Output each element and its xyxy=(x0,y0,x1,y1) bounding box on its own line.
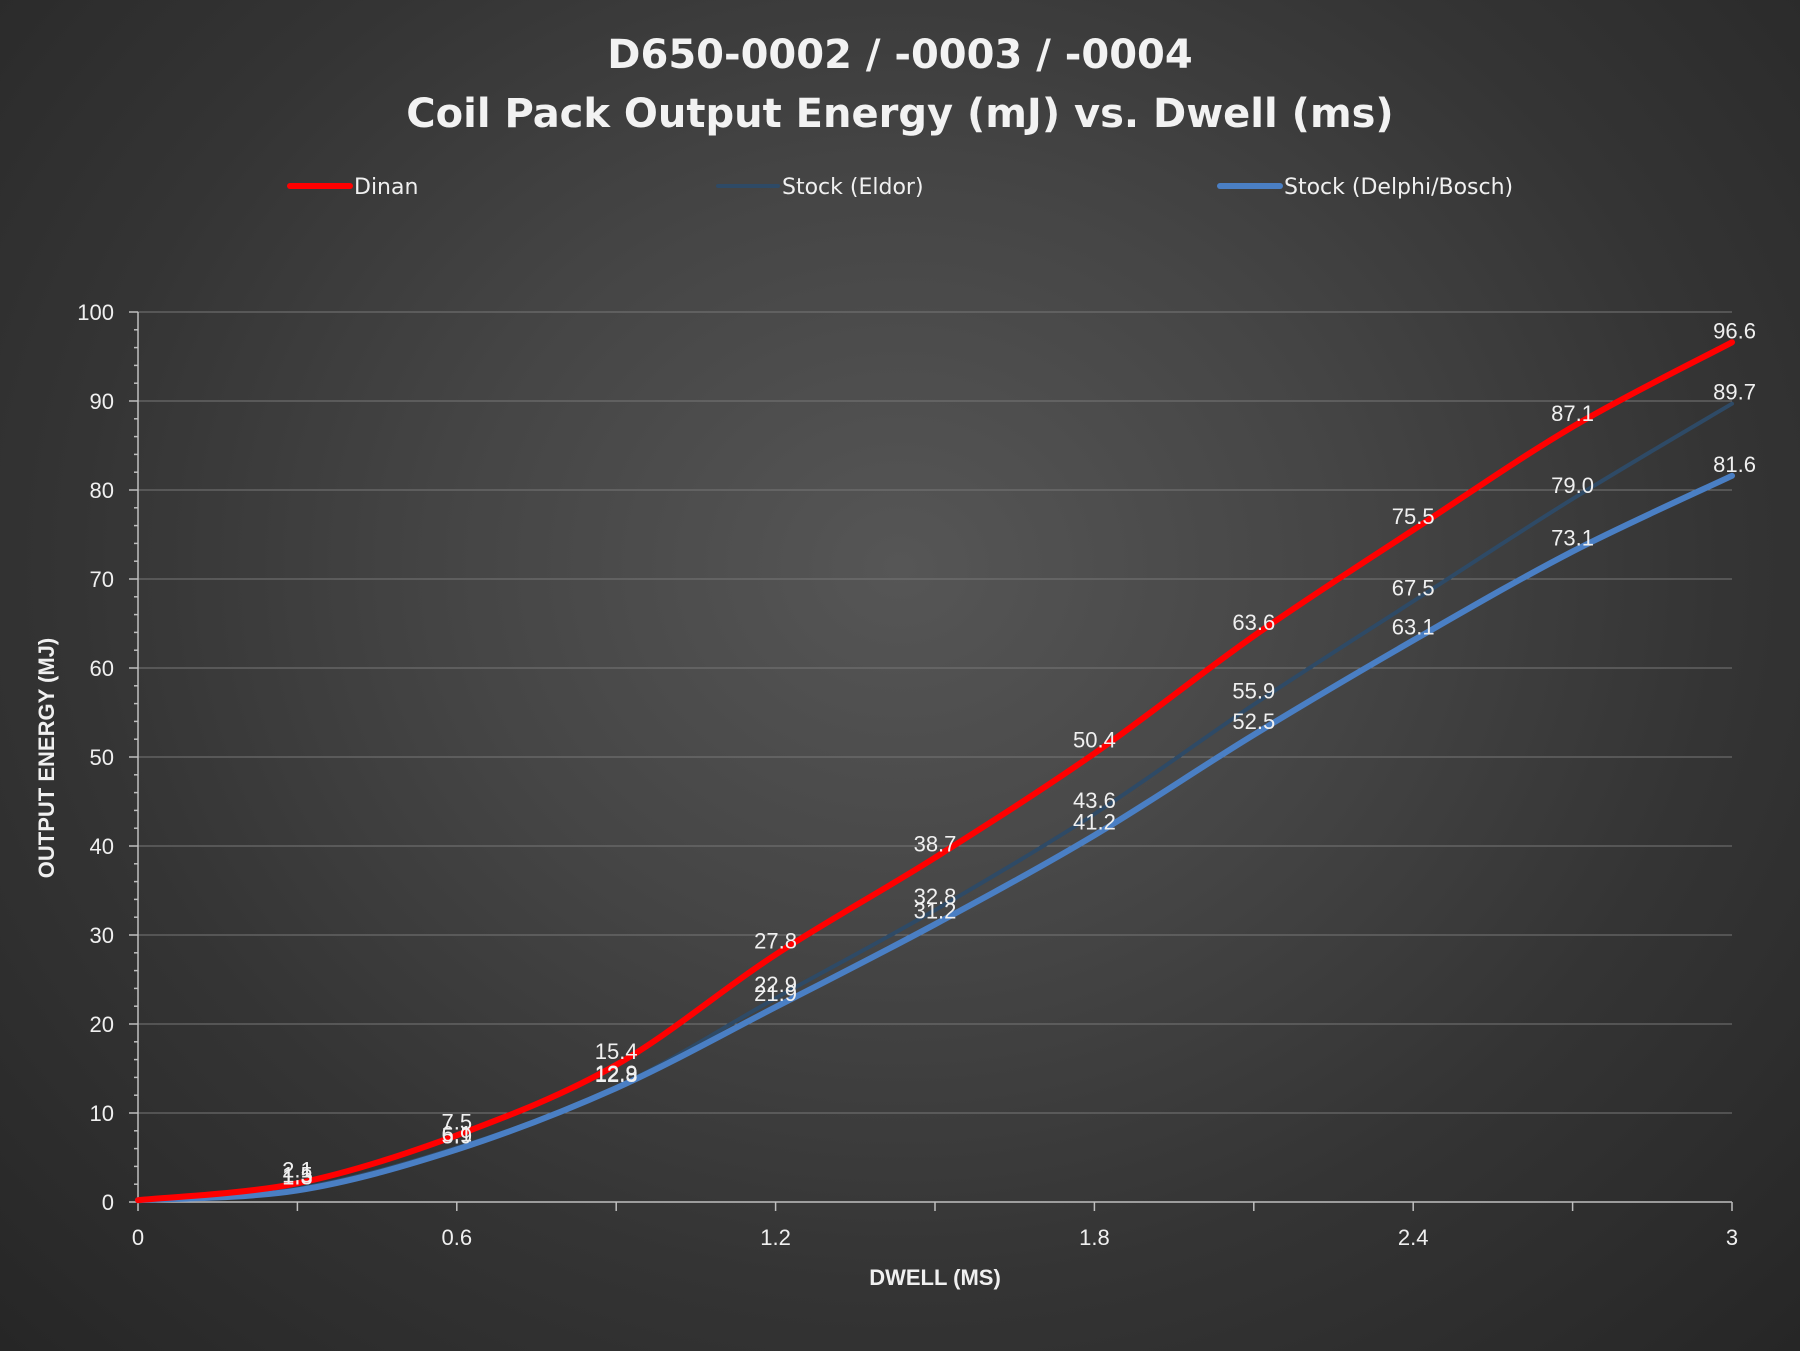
series-lines xyxy=(135,339,1735,1204)
data-label-dinan: 15.4 xyxy=(595,1039,638,1064)
data-labels: 2.1 7.5 15.4 27.8 38.7 50.4 63.6 75.5 87.1 96.6 1.… xyxy=(282,318,1756,1189)
series-line-dinan xyxy=(135,339,1735,1204)
y-tick-label: 50 xyxy=(90,745,114,770)
data-label-stock-delphi-bosch: 41.2 xyxy=(1073,809,1116,834)
tick-labels: 0 10 20 30 40 50 60 70 80 90 100 0 0.6 1.2 1.8 2.4 3 xyxy=(77,300,1738,1250)
x-axis-label: DWELL (MS) xyxy=(869,1265,1001,1290)
data-label-stock-eldor: 32.8 xyxy=(914,884,957,909)
x-tick-label: 3 xyxy=(1726,1225,1738,1250)
data-label-dinan: 27.8 xyxy=(754,929,797,954)
data-label-dinan: 87.1 xyxy=(1551,401,1594,426)
data-label-stock-eldor: 12.9 xyxy=(595,1061,638,1086)
series-line-stock-eldor xyxy=(136,401,1734,1203)
data-label-stock-delphi-bosch: 1.3 xyxy=(282,1164,313,1189)
data-label-stock-eldor: 6.1 xyxy=(442,1122,473,1147)
data-label-stock-delphi-bosch: 31.2 xyxy=(914,898,957,923)
data-label-dinan: 75.5 xyxy=(1392,504,1435,529)
data-label-stock-delphi-bosch: 21.9 xyxy=(754,981,797,1006)
gridlines xyxy=(138,311,1732,1114)
data-label-stock-delphi-bosch: 12.8 xyxy=(595,1062,638,1087)
data-label-stock-delphi-bosch: 5.9 xyxy=(442,1123,473,1148)
data-label-stock-eldor: 43.6 xyxy=(1073,788,1116,813)
data-label-stock-eldor: 22.9 xyxy=(754,972,797,997)
data-label-dinan: 2.1 xyxy=(282,1157,313,1182)
y-axis-label: OUTPUT ENERGY (MJ) xyxy=(34,638,59,878)
x-tick-label: 0 xyxy=(132,1225,144,1250)
data-label-stock-delphi-bosch: 81.6 xyxy=(1713,452,1756,477)
legend-label-dinan: Dinan xyxy=(354,175,418,200)
x-tick-label: 0.6 xyxy=(442,1225,473,1250)
legend: Dinan Stock (Eldor) Stock (Delphi/Bosch) xyxy=(287,175,1513,200)
y-tick-label: 30 xyxy=(90,923,114,948)
series-line-stock-delphi-bosch xyxy=(135,472,1735,1204)
x-tick-label: 2.4 xyxy=(1398,1225,1429,1250)
y-tick-label: 80 xyxy=(90,478,114,503)
y-tick-label: 60 xyxy=(90,656,114,681)
data-label-stock-eldor: 67.5 xyxy=(1392,575,1435,600)
data-label-stock-delphi-bosch: 52.5 xyxy=(1232,709,1275,734)
legend-label-stock-delphi-bosch: Stock (Delphi/Bosch) xyxy=(1284,175,1513,200)
y-tick-label: 100 xyxy=(77,300,114,325)
data-label-stock-delphi-bosch: 73.1 xyxy=(1551,525,1594,550)
data-label-dinan: 50.4 xyxy=(1073,727,1116,752)
y-tick-label: 20 xyxy=(90,1012,114,1037)
y-tick-label: 70 xyxy=(90,567,114,592)
y-tick-label: 90 xyxy=(90,389,114,414)
chart-subtitle: Coil Pack Output Energy (mJ) vs. Dwell (… xyxy=(406,91,1393,137)
chart-title: D650-0002 / -0003 / -0004 xyxy=(607,32,1192,78)
legend-label-stock-eldor: Stock (Eldor) xyxy=(782,175,924,200)
y-tick-label: 40 xyxy=(90,834,114,859)
data-label-stock-eldor: 89.7 xyxy=(1713,380,1756,405)
y-tick-label: 10 xyxy=(90,1101,114,1126)
data-label-dinan: 7.5 xyxy=(442,1109,473,1134)
x-tick-label: 1.2 xyxy=(760,1225,791,1250)
data-label-dinan: 38.7 xyxy=(914,832,957,857)
data-label-stock-eldor: 1.5 xyxy=(282,1163,313,1188)
data-label-dinan: 96.6 xyxy=(1713,318,1756,343)
y-tick-label: 0 xyxy=(102,1190,114,1215)
axes xyxy=(129,311,1733,1211)
data-label-stock-delphi-bosch: 63.1 xyxy=(1392,614,1435,639)
data-label-stock-eldor: 79.0 xyxy=(1551,473,1594,498)
x-tick-label: 1.8 xyxy=(1079,1225,1110,1250)
data-label-stock-eldor: 55.9 xyxy=(1232,678,1275,703)
data-label-dinan: 63.6 xyxy=(1232,610,1275,635)
